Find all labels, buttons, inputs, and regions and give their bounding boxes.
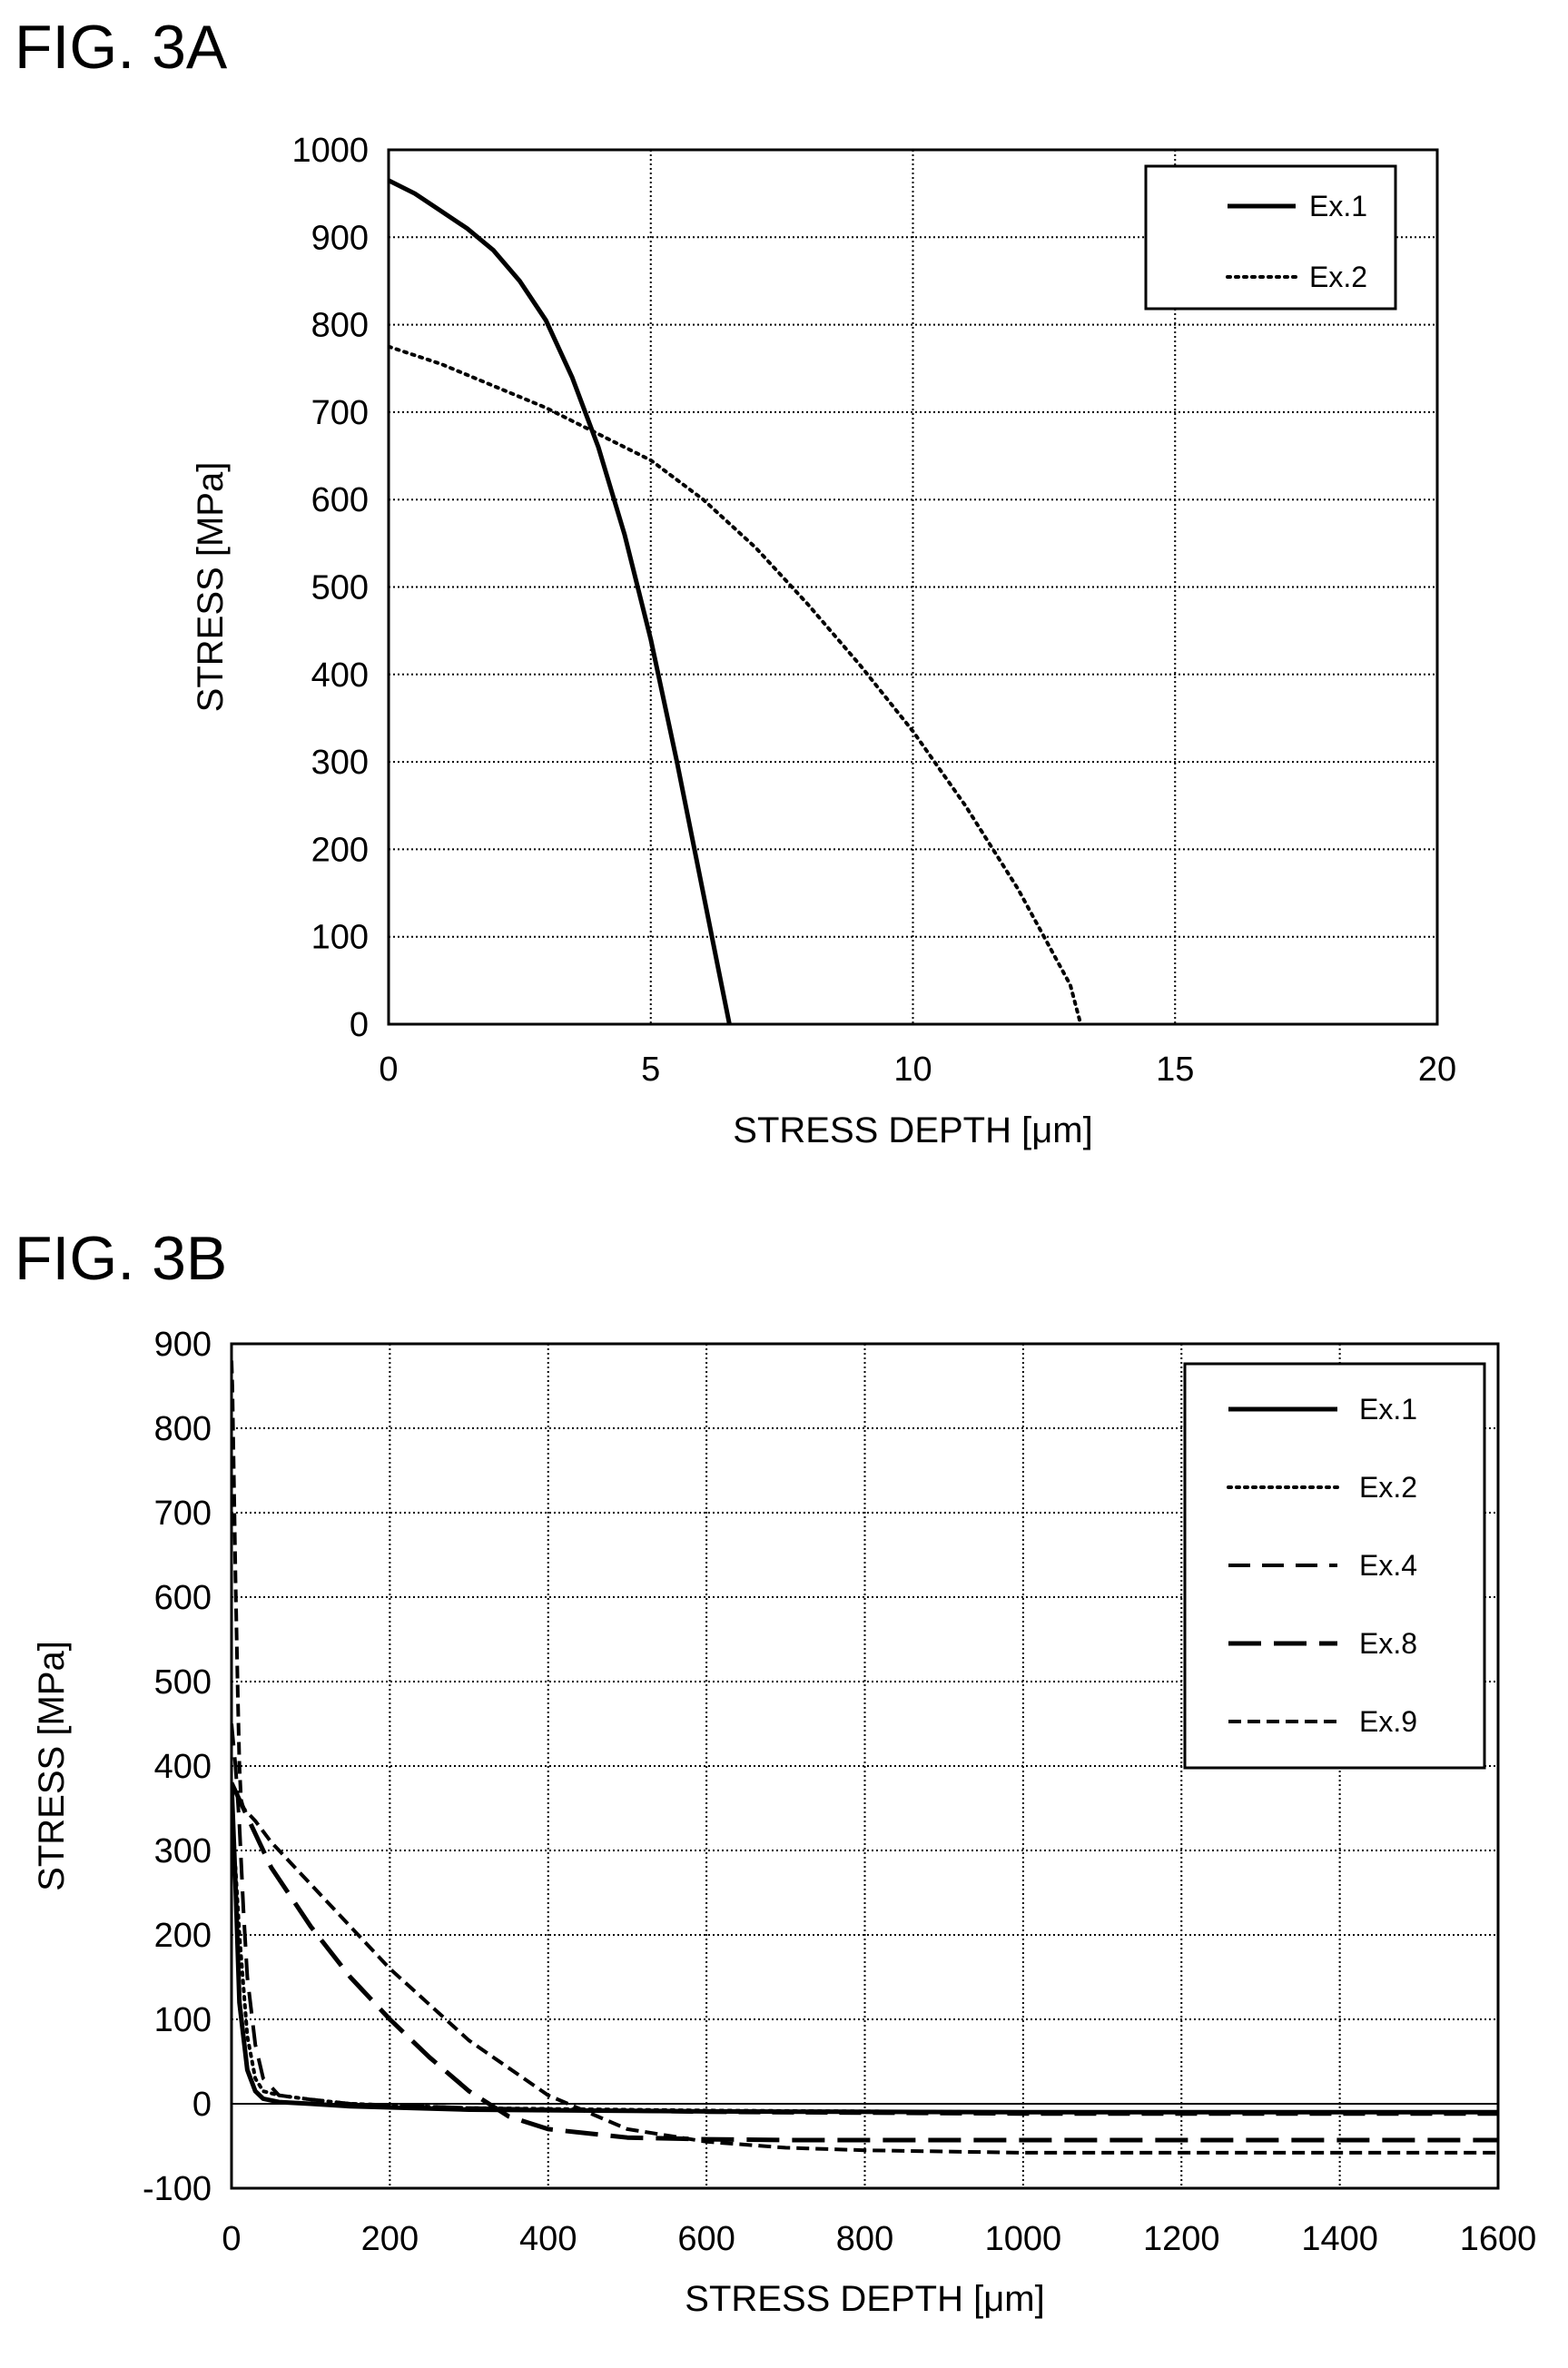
chart-fig-3a: 0 100 200 300 400 500 600 700 800 900 1000 0 5 10 15 20… xyxy=(191,132,1456,1150)
y-tick-label: 300 xyxy=(311,744,369,782)
figure-3a-label: FIG. 3A xyxy=(15,13,228,82)
y-tick-label: 400 xyxy=(311,656,369,695)
series-group xyxy=(389,178,1083,1024)
x-tick-label: 15 xyxy=(1156,1051,1194,1089)
legend-label-ex1: Ex.1 xyxy=(1309,190,1367,222)
x-tick-label: 1200 xyxy=(1143,2220,1220,2258)
x-tick-label: 200 xyxy=(361,2220,419,2258)
legend-label-ex1: Ex.1 xyxy=(1359,1393,1417,1426)
x-tick-label: 5 xyxy=(641,1051,660,1089)
y-tick-label: 500 xyxy=(311,569,369,607)
y-tick-label: 800 xyxy=(311,307,369,345)
y-tick-label: 900 xyxy=(311,219,369,257)
series-group xyxy=(232,1360,1498,2155)
x-tick-label: 800 xyxy=(836,2220,893,2258)
y-axis-title: STRESS [MPa] xyxy=(32,1641,72,1891)
figure-3b-label: FIG. 3B xyxy=(15,1224,228,1293)
y-tick-label: 600 xyxy=(154,1579,212,1617)
x-tick-label: 10 xyxy=(893,1051,932,1089)
y-tick-label: 100 xyxy=(154,2001,212,2039)
plot-area-frame xyxy=(230,1342,1500,2190)
x-tick-label: 0 xyxy=(379,1051,398,1089)
x-tick-label: 1600 xyxy=(1460,2220,1537,2258)
y-axis-title: STRESS [MPa] xyxy=(191,462,231,713)
x-tick-label: 1400 xyxy=(1301,2220,1378,2258)
legend-label-ex2: Ex.2 xyxy=(1309,261,1367,293)
y-tick-label: 200 xyxy=(154,1917,212,1955)
y-tick-label: 100 xyxy=(311,919,369,957)
series-line-ex1 xyxy=(389,178,732,1024)
y-tick-label: 1000 xyxy=(291,132,369,170)
legend-label-ex9: Ex.9 xyxy=(1359,1705,1417,1738)
series-line-ex9 xyxy=(232,1360,1498,2155)
x-tick-label: 0 xyxy=(222,2220,241,2258)
y-tick-label: 200 xyxy=(311,831,369,869)
y-tick-label: 0 xyxy=(192,2086,212,2124)
plot-area-frame xyxy=(387,148,1439,1026)
y-tick-label: 800 xyxy=(154,1410,212,1448)
x-tick-label: 400 xyxy=(519,2220,577,2258)
y-tick-label: 500 xyxy=(154,1663,212,1702)
series-line-ex8 xyxy=(232,1781,1498,2143)
legend-label-ex2: Ex.2 xyxy=(1359,1471,1417,1504)
x-tick-label: 20 xyxy=(1418,1051,1456,1089)
x-axis-title: STRESS DEPTH [μm] xyxy=(685,2279,1044,2319)
y-tick-label: -100 xyxy=(143,2170,212,2208)
y-tick-label: 700 xyxy=(311,394,369,432)
x-axis-title: STRESS DEPTH [μm] xyxy=(733,1110,1092,1150)
y-tick-label: 900 xyxy=(154,1326,212,1364)
y-tick-label: 600 xyxy=(311,481,369,519)
y-tick-label: 700 xyxy=(154,1495,212,1533)
legend-box xyxy=(1144,164,1397,311)
x-tick-label: 600 xyxy=(677,2220,735,2258)
series-line-ex4 xyxy=(232,1723,1498,2116)
y-tick-label: 300 xyxy=(154,1832,212,1870)
legend-label-ex4: Ex.4 xyxy=(1359,1549,1417,1582)
x-tick-label: 1000 xyxy=(985,2220,1062,2258)
legend-label-ex8: Ex.8 xyxy=(1359,1627,1417,1660)
y-tick-label: 400 xyxy=(154,1748,212,1786)
series-line-ex2 xyxy=(389,344,1083,1024)
y-tick-label: 0 xyxy=(350,1006,369,1044)
